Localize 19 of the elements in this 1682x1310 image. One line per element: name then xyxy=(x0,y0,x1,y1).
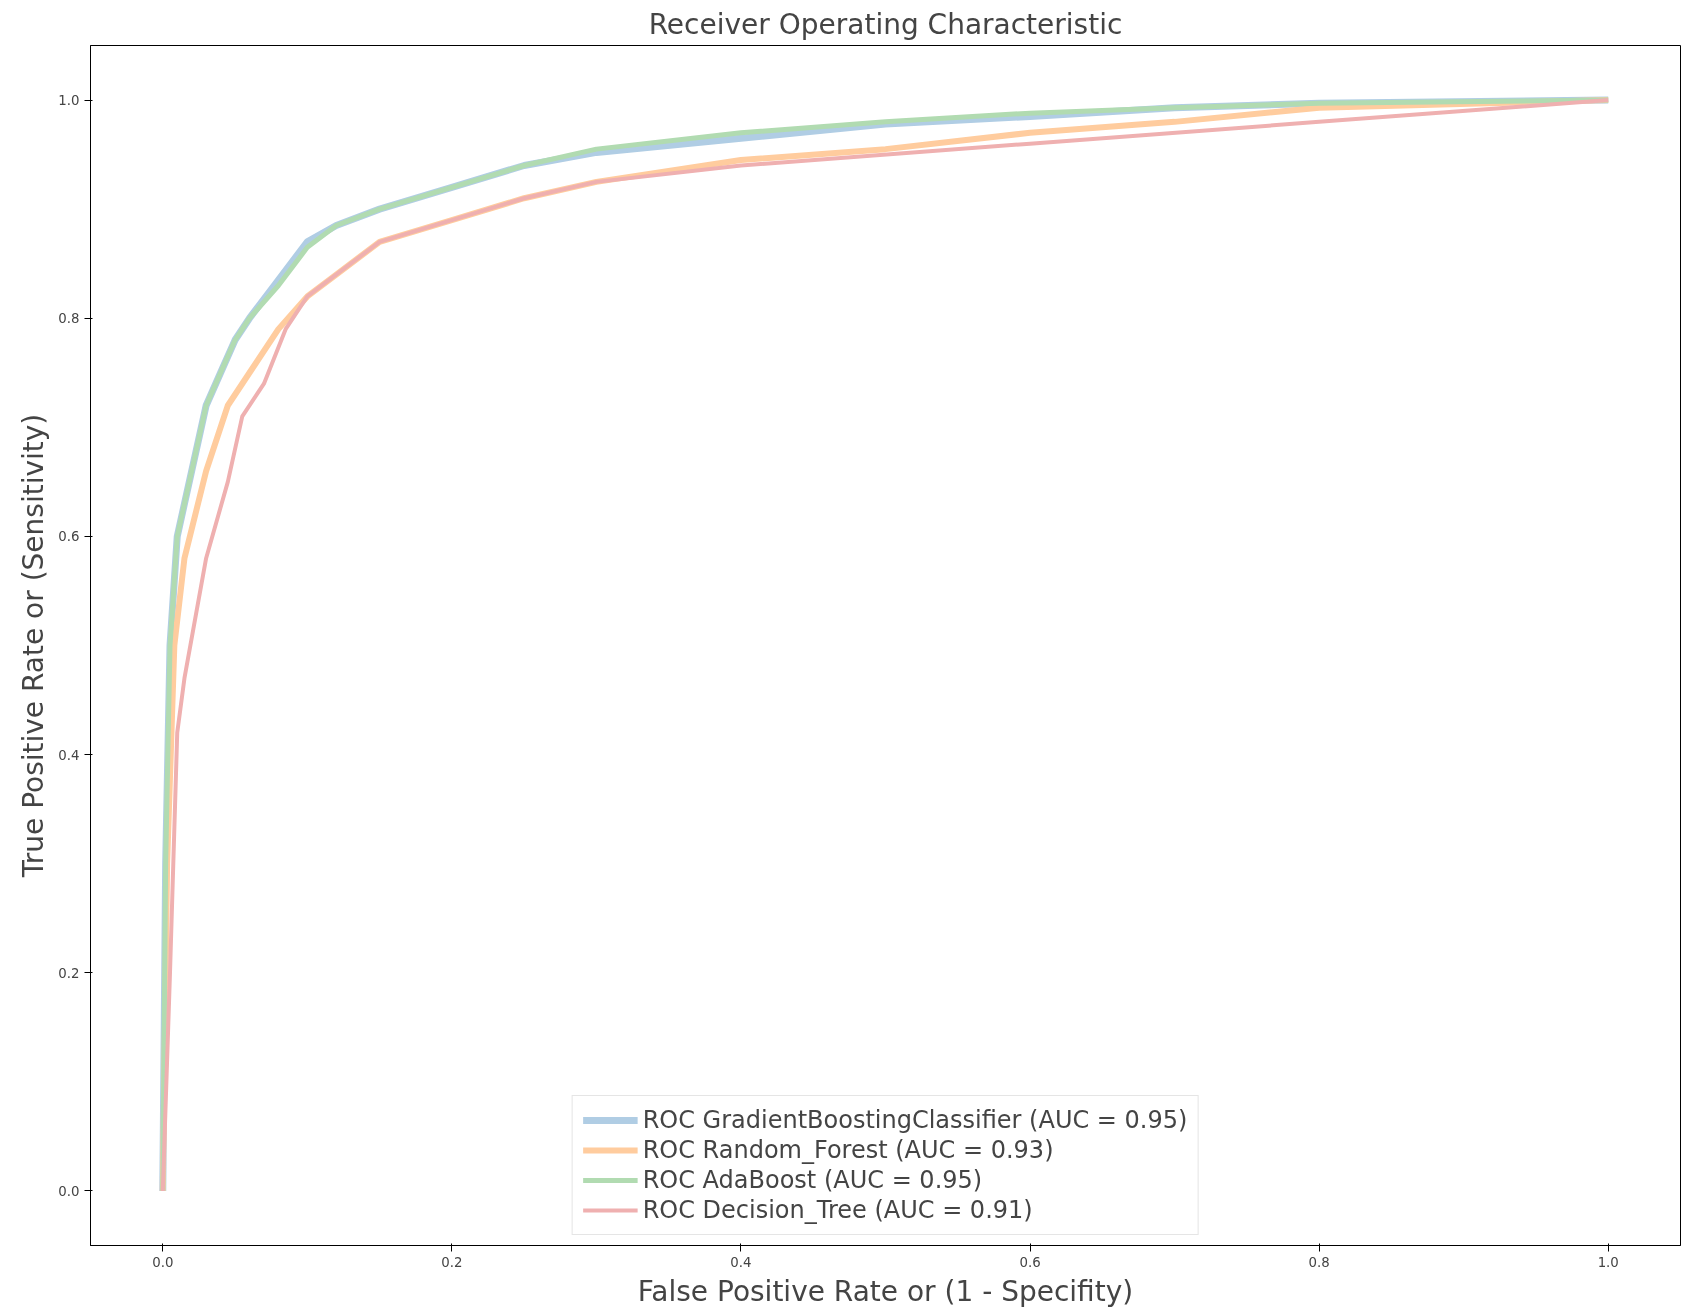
y-tick-label: 1.0 xyxy=(58,93,80,109)
x-tick-label: 1.0 xyxy=(1597,1254,1619,1270)
y-tick-label: 0.0 xyxy=(58,1183,80,1199)
legend-label: ROC Random_Forest (AUC = 0.93) xyxy=(642,1136,1054,1164)
legend-label: ROC GradientBoostingClassifier (AUC = 0.95) xyxy=(642,1106,1188,1134)
x-tick-label: 0.0 xyxy=(152,1254,174,1270)
y-tick-label: 0.8 xyxy=(58,311,80,327)
y-tick-label: 0.6 xyxy=(58,529,80,545)
x-tick-label: 0.2 xyxy=(441,1254,463,1270)
y-tick-label: 0.2 xyxy=(58,965,80,981)
x-tick-label: 0.8 xyxy=(1308,1254,1330,1270)
x-tick-label: 0.6 xyxy=(1019,1254,1041,1270)
x-axis-title: False Positive Rate or (1 - Specifity) xyxy=(637,1274,1134,1308)
y-tick-label: 0.4 xyxy=(58,747,80,763)
legend-label: ROC Decision_Tree (AUC = 0.91) xyxy=(642,1196,1033,1224)
chart-title: Receiver Operating Characteristic xyxy=(648,7,1123,41)
x-tick-label: 0.4 xyxy=(730,1254,752,1270)
legend-label: ROC AdaBoost (AUC = 0.95) xyxy=(642,1166,983,1194)
y-axis-title: True Positive Rate or (Sensitivity) xyxy=(17,413,51,879)
